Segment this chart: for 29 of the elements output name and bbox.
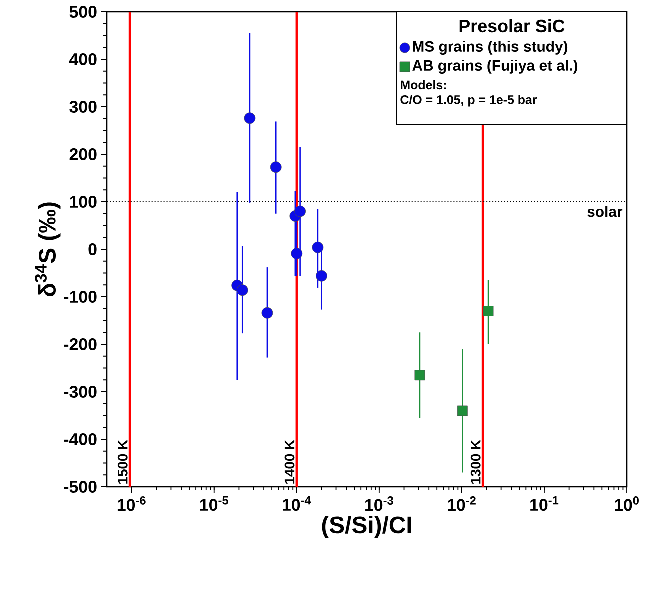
y-tick-label: 500	[70, 6, 97, 18]
x-tick-label: 10$^{-6}$	[118, 496, 146, 512]
x-tick-label: 10$^{-5}$	[200, 496, 228, 512]
y-tick-label: -300	[64, 386, 97, 398]
y-tick-label: -500	[64, 481, 97, 493]
y-tick-label: -100	[64, 291, 97, 303]
y-tick-label: 0	[88, 244, 97, 256]
x-tick-label: 10$^{-2}$	[448, 496, 476, 512]
y-tick-label: 100	[70, 196, 97, 208]
x-tick-label: 10$^{-3}$	[366, 496, 394, 512]
x-tick-label: 10$^{-4}$	[283, 496, 312, 512]
x-tick-label: 10$^{-1}$	[530, 496, 559, 512]
y-tick-label: 300	[70, 100, 97, 114]
y-axis-title: δ$^{34}$S (‰)	[35, 202, 61, 297]
ref-line-label: 1300 K	[470, 440, 481, 484]
ref-line-label: 1400 K	[284, 440, 295, 484]
y-tick-label: 200	[70, 148, 97, 160]
legend-label: MS grains (this study)	[413, 41, 568, 55]
annotation: C/O = 1.05, p = 1e-5 bar	[400, 95, 538, 107]
x-tick-label: 10$^{0}$	[615, 496, 639, 512]
ref-line-label: 1500 K	[118, 440, 128, 484]
legend-title: Presolar SiC	[460, 19, 565, 33]
legend-label: AB grains (Fujiya et al.)	[412, 60, 578, 74]
annotation: Models:	[401, 80, 446, 90]
x-axis-title: (S/Si)/CI	[322, 516, 412, 538]
y-tick-label: 400	[69, 54, 97, 66]
y-tick-label: -400	[64, 434, 97, 446]
ref-line-label: solar	[588, 206, 623, 218]
y-tick-label: -200	[64, 338, 97, 350]
